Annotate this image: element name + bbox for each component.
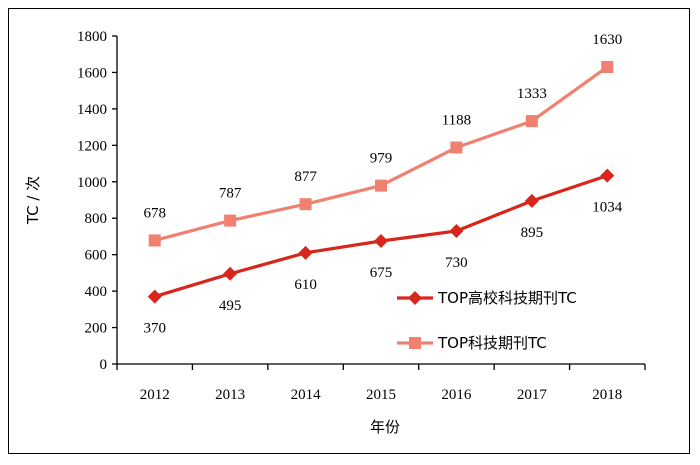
data-label: 610 [294,277,317,293]
y-tick-label: 200 [85,321,108,337]
data-point [224,214,237,227]
data-point [299,198,312,211]
data-point [375,179,387,192]
data-label: 1333 [517,86,547,102]
data-label: 1034 [592,200,623,216]
data-point [525,115,538,128]
data-point [298,245,313,260]
data-label: 895 [521,225,544,241]
data-label: 678 [143,205,166,221]
x-tick-label: 2012 [140,387,170,403]
legend-entry-label: TOP高校科技期刊TC [437,289,577,307]
data-point [147,289,162,304]
y-tick-label: 800 [85,211,108,227]
x-tick-label: 2014 [291,387,322,403]
data-label: 1188 [442,113,471,129]
y-tick-label: 1800 [77,29,107,45]
x-tick-label: 2016 [441,387,472,403]
x-tick-label: 2013 [215,387,245,403]
y-axis: 0 200 400 600 800 1000 1200 1400 1600 1800 [77,29,118,373]
x-axis: 2012 2013 2014 2015 2016 2017 2018 [116,363,646,403]
data-label: 877 [294,169,317,185]
data-label: 979 [370,151,393,167]
y-tick-label: 0 [100,357,108,373]
data-label: 675 [370,265,393,281]
data-point [449,223,464,238]
y-tick-label: 1200 [77,138,107,154]
data-label: 730 [445,255,468,271]
data-point [601,60,614,73]
data-point [600,168,615,183]
y-tick-label: 1400 [77,102,107,118]
x-tick-label: 2015 [366,387,396,403]
series-layer [147,60,615,304]
data-point [450,141,463,154]
y-tick-label: 1000 [77,175,107,191]
data-point [148,234,161,247]
y-tick-label: 400 [85,284,108,300]
y-tick-label: 1600 [77,65,107,81]
data-point [223,266,238,281]
data-labels: 678 787 877 979 1188 1333 1630 370 495 610 675 730 8… [143,32,622,337]
chart-frame [8,8,690,454]
data-label: 787 [219,186,242,202]
x-tick-label: 2017 [517,387,548,403]
x-axis-label: 年份 [370,418,400,436]
data-label: 370 [143,321,166,337]
data-point [374,234,388,248]
legend: TOP高校科技期刊TC TOP科技期刊TC [397,289,577,352]
legend-marker [409,337,421,349]
legend-marker [408,291,422,305]
data-point [524,193,539,208]
legend-entry-label: TOP科技期刊TC [437,334,547,352]
y-tick-label: 600 [85,248,108,264]
y-axis-label: TC / 次 [24,176,42,225]
data-label: 495 [219,298,242,314]
data-label: 1630 [592,32,622,48]
x-tick-label: 2018 [592,387,622,403]
